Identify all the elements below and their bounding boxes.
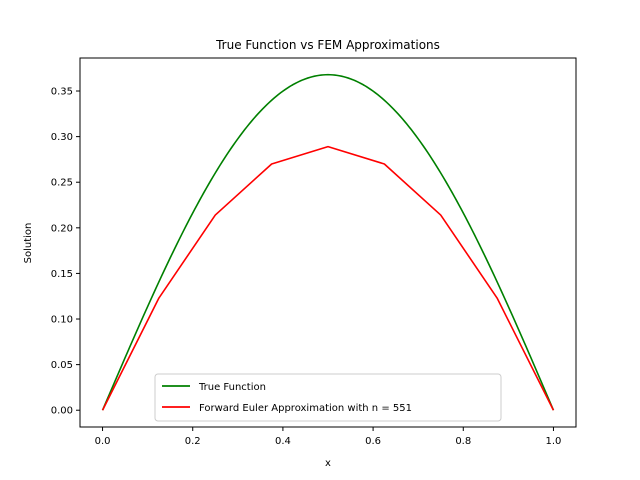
series-line-1 <box>101 145 555 411</box>
chart-title: True Function vs FEM Approximations <box>215 38 440 52</box>
legend-box <box>154 373 502 422</box>
y-tick-label: 0.10 <box>51 315 73 326</box>
y-axis-ticks: 0.00 0.05 0.10 0.15 0.20 0.25 0.30 0.35 <box>51 87 80 417</box>
series-line-0 <box>101 73 555 411</box>
y-tick-label: 0.05 <box>51 360 73 371</box>
y-tick-label: 0.25 <box>51 178 73 189</box>
y-tick-label: 0.20 <box>51 223 73 234</box>
legend: True Function Forward Euler Approximatio… <box>154 373 502 422</box>
x-tick-label: 0.4 <box>275 436 291 447</box>
series-lines <box>101 73 555 411</box>
y-tick-label: 0.30 <box>51 132 73 143</box>
y-axis-label: Solution <box>23 223 34 264</box>
y-tick-label: 0.35 <box>51 87 73 98</box>
legend-label-true-function: True Function <box>198 382 266 393</box>
x-tick-label: 0.0 <box>95 436 111 447</box>
x-axis-label: x <box>325 458 331 469</box>
x-tick-label: 0.8 <box>455 436 471 447</box>
y-tick-label: 0.15 <box>51 269 73 280</box>
x-axis-ticks: 0.0 0.2 0.4 0.6 0.8 1.0 <box>95 427 562 447</box>
plot-area-frame <box>79 57 577 428</box>
legend-label-forward-euler: Forward Euler Approximation with n = 551 <box>199 403 412 414</box>
y-tick-label: 0.00 <box>51 406 73 417</box>
x-tick-label: 1.0 <box>546 436 562 447</box>
x-tick-label: 0.6 <box>365 436 381 447</box>
x-tick-label: 0.2 <box>185 436 201 447</box>
